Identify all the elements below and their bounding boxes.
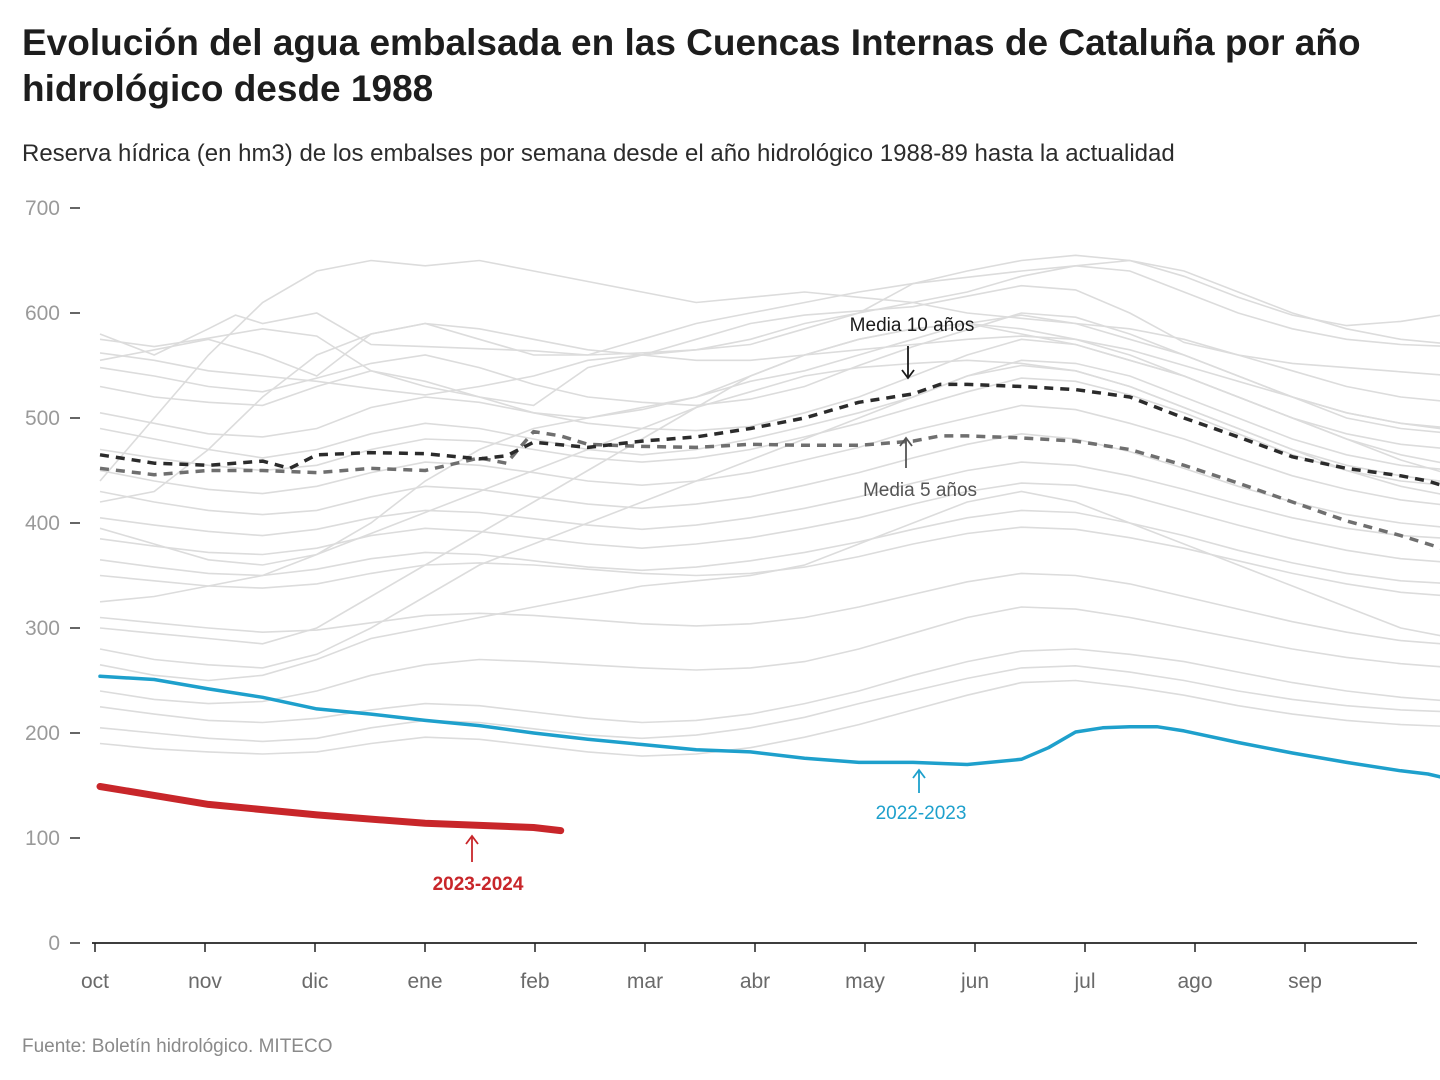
x-tick-label: mar: [627, 970, 663, 993]
history-series-line: [99, 432, 1440, 528]
history-series-line: [99, 259, 1440, 377]
history-series-line: [99, 490, 1440, 682]
history-series-line: [99, 259, 1440, 482]
x-tick-label: nov: [188, 970, 222, 993]
history-series-line: [99, 404, 1440, 506]
x-tick-label: jul: [1073, 970, 1095, 993]
x-tick-label: ago: [1177, 970, 1212, 993]
y-axis: 0 100 200 300 400 500 600 700: [25, 197, 80, 955]
history-series-line: [99, 314, 1440, 434]
history-series-line: [99, 359, 1440, 566]
x-tick-label: ene: [407, 970, 442, 993]
source-note: Fuente: Boletín hidrológico. MITECO: [22, 1036, 333, 1057]
arrow-head-icon: [912, 768, 926, 779]
history-series-line: [99, 572, 1440, 645]
history-series-line: [99, 482, 1440, 563]
x-tick-label: dic: [302, 970, 329, 993]
x-tick-label: abr: [740, 970, 770, 993]
y-tick-label: 400: [25, 512, 60, 535]
y-tick-label: 600: [25, 302, 60, 325]
x-tick-label: feb: [520, 970, 549, 993]
history-series-line: [99, 322, 1440, 503]
history-series-line: [99, 284, 1440, 407]
history-series-line: [99, 264, 1440, 396]
annotation-label: Media 5 años: [863, 480, 977, 501]
history-series-line: [99, 526, 1440, 597]
x-tick-label: sep: [1288, 970, 1322, 993]
annotations: Media 10 años Media 5 años 2022-2023 2023-2…: [433, 315, 977, 895]
arrow-head-icon: [901, 369, 915, 380]
x-axis: oct nov dic ene feb mar abr may jun jul ago sep: [81, 942, 1417, 993]
y-tick-label: 100: [25, 827, 60, 850]
series-line-media10: [99, 382, 1440, 487]
series-line-previous: [98, 674, 1440, 779]
annotation-label: 2022-2023: [876, 803, 967, 824]
x-tick-label: jun: [960, 970, 989, 993]
history-series-line: [99, 377, 1440, 486]
y-tick-label: 700: [25, 197, 60, 220]
arrow-head-icon: [465, 834, 479, 845]
highlight-series-group: [96, 382, 1440, 835]
history-series-line: [99, 322, 1440, 603]
history-series-line: [99, 648, 1440, 724]
x-tick-label: may: [845, 970, 885, 993]
history-series-line: [99, 312, 1440, 430]
annotation-label: 2023-2024: [433, 874, 524, 895]
history-series-group: [99, 254, 1440, 757]
x-tick-label: oct: [81, 970, 109, 993]
line-chart: 0 100 200 300 400 500 600 700 oct nov dic ene feb ma…: [25, 197, 1440, 993]
arrow-head-icon: [899, 436, 913, 447]
y-tick-label: 500: [25, 407, 60, 430]
series-line-current: [96, 783, 565, 835]
chart-title: Evolución del agua embalsada en las Cuen…: [22, 22, 1361, 109]
history-series-line: [99, 322, 1440, 645]
history-series-line: [99, 664, 1440, 743]
history-series-line: [99, 461, 1440, 539]
y-tick-label: 0: [48, 932, 60, 955]
y-tick-label: 300: [25, 617, 60, 640]
history-series-line: [99, 364, 1440, 669]
history-series-line: [99, 509, 1440, 584]
chart-subtitle: Reserva hídrica (en hm3) de los embalses…: [22, 140, 1175, 167]
series-line-media5: [99, 429, 1440, 550]
history-series-line: [99, 254, 1440, 356]
history-series-line: [99, 359, 1440, 470]
history-series-line: [99, 679, 1440, 757]
history-series-line: [99, 606, 1440, 705]
annotation-label: Media 10 años: [850, 315, 975, 336]
y-tick-label: 200: [25, 722, 60, 745]
